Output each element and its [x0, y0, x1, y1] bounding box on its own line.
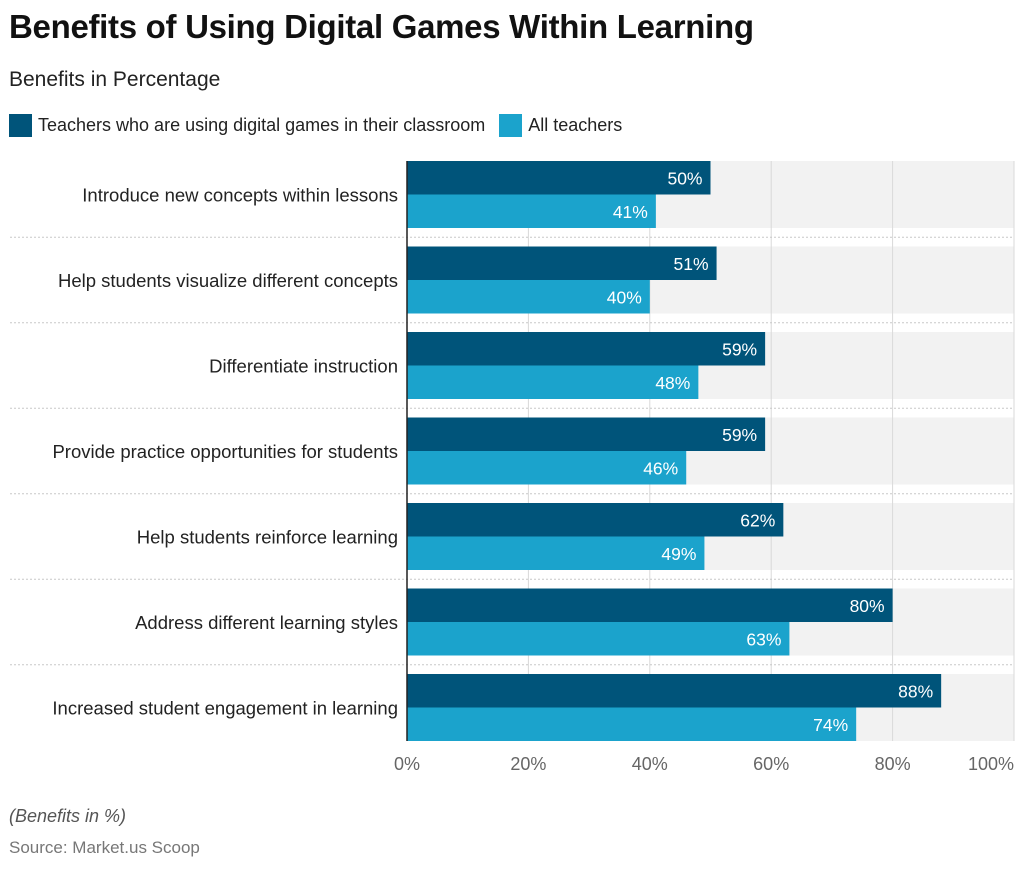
- x-tick-label: 80%: [875, 754, 911, 774]
- legend-label-series2: All teachers: [528, 115, 623, 135]
- x-tick-label: 20%: [510, 754, 546, 774]
- category-label: Increased student engagement in learning: [52, 698, 398, 719]
- chart-title: Benefits of Using Digital Games Within L…: [9, 8, 754, 45]
- category-label: Differentiate instruction: [209, 356, 398, 377]
- category-label: Help students reinforce learning: [137, 527, 398, 548]
- data-label: 46%: [643, 458, 678, 478]
- bar-series2: [407, 365, 699, 399]
- bar-series2: [407, 707, 857, 741]
- data-label: 80%: [850, 596, 885, 616]
- legend-item-series1: Teachers who are using digital games in …: [9, 114, 485, 137]
- bar-series1: [407, 674, 942, 708]
- legend: Teachers who are using digital games in …: [9, 114, 636, 137]
- x-tick-label: 0%: [394, 754, 420, 774]
- bar-series2: [407, 536, 705, 570]
- data-label: 48%: [655, 373, 690, 393]
- bar-series2: [407, 622, 790, 656]
- category-label: Help students visualize different concep…: [58, 270, 398, 291]
- bar-series1: [407, 161, 711, 195]
- chart-subtitle: Benefits in Percentage: [9, 68, 221, 91]
- bar-series1: [407, 588, 893, 622]
- chart-note: (Benefits in %): [9, 806, 127, 826]
- x-tick-label: 100%: [968, 754, 1014, 774]
- bar-series1: [407, 332, 766, 366]
- x-tick-label: 40%: [632, 754, 668, 774]
- category-label: Address different learning styles: [135, 612, 398, 633]
- data-label: 50%: [667, 168, 702, 188]
- bar-series2: [407, 194, 656, 228]
- chart-source: Source: Market.us Scoop: [9, 838, 200, 857]
- data-label: 74%: [813, 715, 848, 735]
- data-label: 62%: [740, 510, 775, 530]
- data-label: 59%: [722, 425, 757, 445]
- bar-series1: [407, 246, 717, 280]
- data-label: 88%: [898, 681, 933, 701]
- x-tick-label: 60%: [753, 754, 789, 774]
- bar-series1: [407, 503, 784, 537]
- bar-series2: [407, 451, 687, 485]
- legend-swatch-series2: [499, 114, 523, 137]
- bar-chart: Introduce new concepts within lessons 50%…: [10, 161, 1015, 774]
- data-label: 59%: [722, 339, 757, 359]
- legend-label-series1: Teachers who are using digital games in …: [38, 115, 486, 135]
- category-label: Introduce new concepts within lessons: [82, 185, 398, 206]
- bar-series2: [407, 280, 650, 314]
- data-label: 40%: [607, 287, 642, 307]
- data-label: 49%: [661, 544, 696, 564]
- legend-swatch-series1: [9, 114, 32, 137]
- legend-item-series2: All teachers: [499, 114, 622, 137]
- data-label: 41%: [613, 202, 648, 222]
- category-label: Provide practice opportunities for stude…: [52, 441, 398, 462]
- data-label: 63%: [746, 629, 781, 649]
- data-label: 51%: [674, 254, 709, 274]
- bar-series1: [407, 417, 766, 451]
